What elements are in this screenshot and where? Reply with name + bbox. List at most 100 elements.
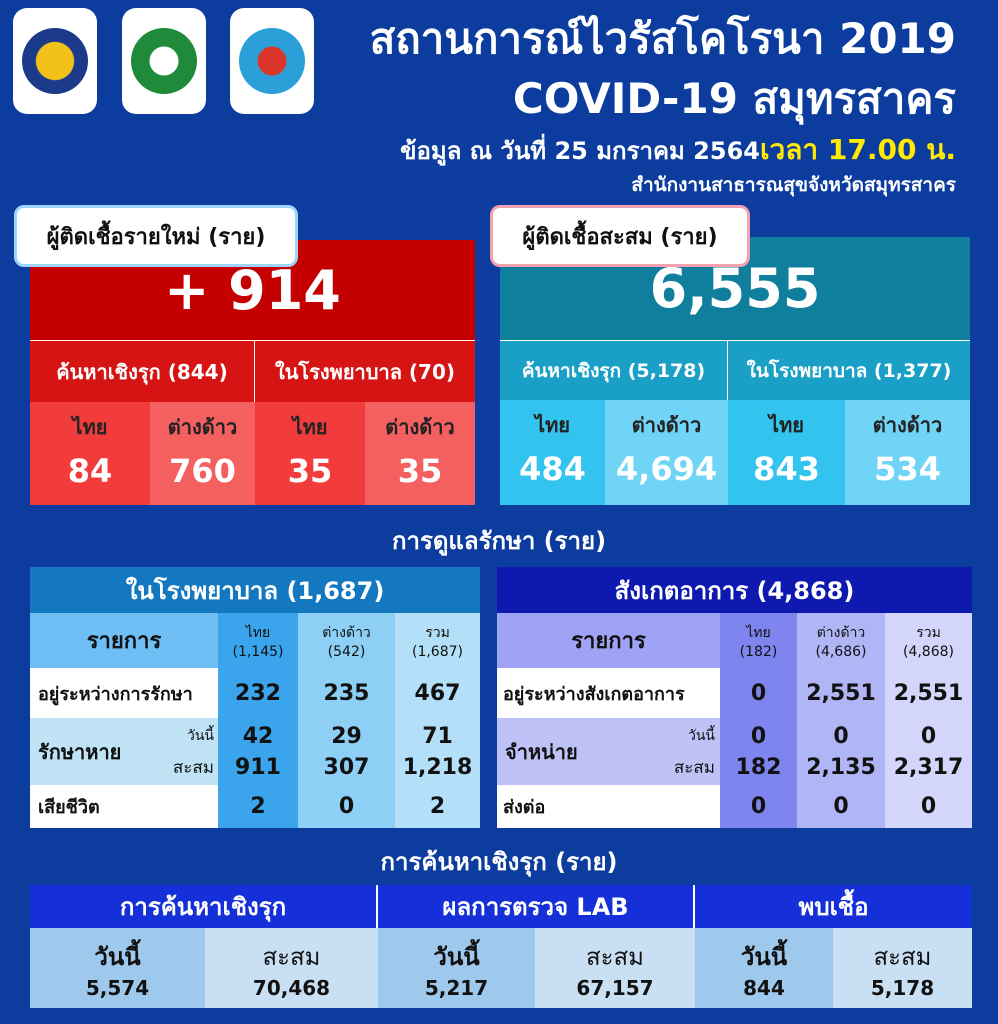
- cell: 232: [235, 680, 281, 706]
- col-foreign: ต่างด้าว (542): [322, 624, 371, 660]
- col-total: รวม (4,868): [902, 624, 954, 660]
- cell: 2,551: [806, 680, 876, 706]
- provincial-seal-logo: [13, 8, 97, 114]
- col-total: รวม (1,687): [411, 624, 463, 660]
- care-section-title: การดูแลรักษา (ราย): [391, 526, 607, 555]
- new-cell-2: ต่างด้าว 760: [150, 402, 255, 505]
- cell: 0: [833, 794, 849, 819]
- item-header: รายการ: [30, 613, 218, 668]
- cell: 0: [750, 680, 767, 706]
- cum-cell-2: ต่างด้าว 4,694: [605, 400, 728, 505]
- cell: 0: [920, 794, 937, 819]
- cell: 2: [429, 794, 446, 819]
- cell: 1,218: [402, 754, 473, 780]
- cum-hospital: ในโรงพยาบาล (1,377): [728, 340, 970, 400]
- observation-table: สังเกตอาการ (4,868) รายการ ไทย (182) ต่าง…: [497, 567, 972, 828]
- col-label: ต่างด้าว: [631, 413, 702, 437]
- active-search-table: การค้นหาเชิงรุก ผลการตรวจ LAB พบเชื้อ วั…: [30, 885, 972, 1008]
- row-label: อยู่ระหว่างสังเกตอาการ: [497, 668, 720, 718]
- cum-label: สะสม: [673, 757, 715, 778]
- hospital-table: ในโรงพยาบาล (1,687) รายการ ไทย (1,145) ต่…: [30, 567, 480, 828]
- cell: 0: [338, 794, 355, 819]
- cum-cell-3: ไทย 843: [728, 400, 845, 505]
- col-label: ไทย: [769, 413, 804, 437]
- new-cell-1: ไทย 84: [30, 402, 150, 505]
- cum-cell-4: ต่างด้าว 534: [845, 400, 970, 505]
- search-today: วันนี้ 5,574: [30, 928, 205, 1008]
- col-thai: ไทย (1,145): [232, 624, 284, 660]
- group-title: พบเชื้อ: [695, 885, 972, 928]
- value: 760: [169, 452, 236, 490]
- col-label: ไทย: [535, 413, 570, 437]
- samut-sakhon-province-logo: [230, 8, 314, 114]
- search-cum: สะสม 70,468: [205, 928, 378, 1008]
- new-hospital: ในโรงพยาบาล (70): [255, 340, 475, 402]
- found-cum: สะสม 5,178: [833, 928, 972, 1008]
- cell: 42: [242, 723, 274, 749]
- cell: 182: [735, 754, 782, 780]
- cell: 2,551: [893, 680, 964, 706]
- row-label: จำหน่าย: [505, 739, 578, 764]
- date-line: ข้อมูล ณ วันที่ 25 มกราคม 2564เวลา 17.00…: [400, 128, 956, 172]
- cell: 235: [323, 680, 370, 706]
- title-thai: สถานการณ์ไวรัสโคโรนา 2019: [369, 14, 956, 63]
- found-today: วันนี้ 844: [695, 928, 833, 1008]
- col-label: ต่างด้าว: [872, 413, 943, 437]
- cell: 911: [235, 754, 281, 780]
- value: 484: [519, 450, 586, 488]
- col-thai: ไทย (182): [739, 624, 778, 660]
- cell: 467: [414, 680, 461, 706]
- value: 84: [67, 452, 113, 490]
- col-label: ไทย: [292, 415, 328, 439]
- date-text: ข้อมูล ณ วันที่ 25 มกราคม 2564: [400, 137, 760, 165]
- col-label: ไทย: [72, 415, 108, 439]
- lab-cum: สะสม 67,157: [535, 928, 695, 1008]
- cum-label: สะสม: [172, 757, 214, 778]
- lab-today: วันนี้ 5,217: [378, 928, 535, 1008]
- value: 35: [397, 452, 443, 490]
- table-title: ในโรงพยาบาล (1,687): [30, 567, 480, 613]
- new-cell-3: ไทย 35: [255, 402, 365, 505]
- value: 843: [753, 450, 820, 488]
- col-label: ต่างด้าว: [385, 415, 455, 439]
- time-text: เวลา 17.00 น.: [759, 133, 956, 166]
- title-english: COVID-19 สมุทรสาคร: [512, 74, 956, 123]
- cumulative-total: 6,555: [649, 257, 821, 320]
- cell: 2,135: [806, 754, 876, 780]
- row-label: อยู่ระหว่างการรักษา: [30, 668, 218, 718]
- cell: 0: [920, 723, 937, 749]
- cell: 71: [422, 723, 453, 749]
- new-cases-label: ผู้ติดเชื้อรายใหม่ (ราย): [14, 205, 298, 267]
- cell: 307: [323, 754, 370, 780]
- value: 35: [287, 452, 333, 490]
- row-label: เสียชีวิต: [30, 785, 218, 828]
- row-label: ส่งต่อ: [497, 785, 720, 828]
- new-cell-4: ต่างด้าว 35: [365, 402, 475, 505]
- item-header: รายการ: [497, 613, 720, 668]
- office-name: สำนักงานสาธารณสุขจังหวัดสมุทรสาคร: [631, 174, 956, 196]
- cell: 0: [833, 723, 849, 749]
- today-label: วันนี้: [687, 728, 715, 744]
- col-foreign: ต่างด้าว (4,686): [815, 624, 867, 660]
- value: 534: [874, 450, 941, 488]
- new-active-search: ค้นหาเชิงรุก (844): [30, 340, 255, 402]
- cell: 29: [331, 723, 362, 749]
- cumulative-panel: 6,555 ค้นหาเชิงรุก (5,178) ในโรงพยาบาล (…: [500, 237, 970, 505]
- cell: 0: [750, 794, 767, 819]
- cell: 0: [750, 723, 767, 749]
- cum-active-search: ค้นหาเชิงรุก (5,178): [500, 340, 728, 400]
- ministry-of-public-health-logo: [122, 8, 206, 114]
- new-cases-panel: + 914 ค้นหาเชิงรุก (844) ในโรงพยาบาล (70…: [30, 240, 475, 505]
- search-section-title: การค้นหาเชิงรุก (ราย): [380, 847, 618, 876]
- value: 4,694: [615, 450, 718, 488]
- col-label: ต่างด้าว: [167, 415, 238, 439]
- cum-cell-1: ไทย 484: [500, 400, 605, 505]
- today-label: วันนี้: [186, 728, 214, 744]
- table-title: สังเกตอาการ (4,868): [497, 567, 972, 613]
- cell: 2: [250, 794, 266, 819]
- group-title: การค้นหาเชิงรุก: [30, 885, 378, 928]
- row-label: รักษาหาย: [38, 739, 122, 764]
- group-title: ผลการตรวจ LAB: [378, 885, 695, 928]
- new-cases-total: + 914: [164, 258, 341, 322]
- cell: 2,317: [893, 754, 964, 780]
